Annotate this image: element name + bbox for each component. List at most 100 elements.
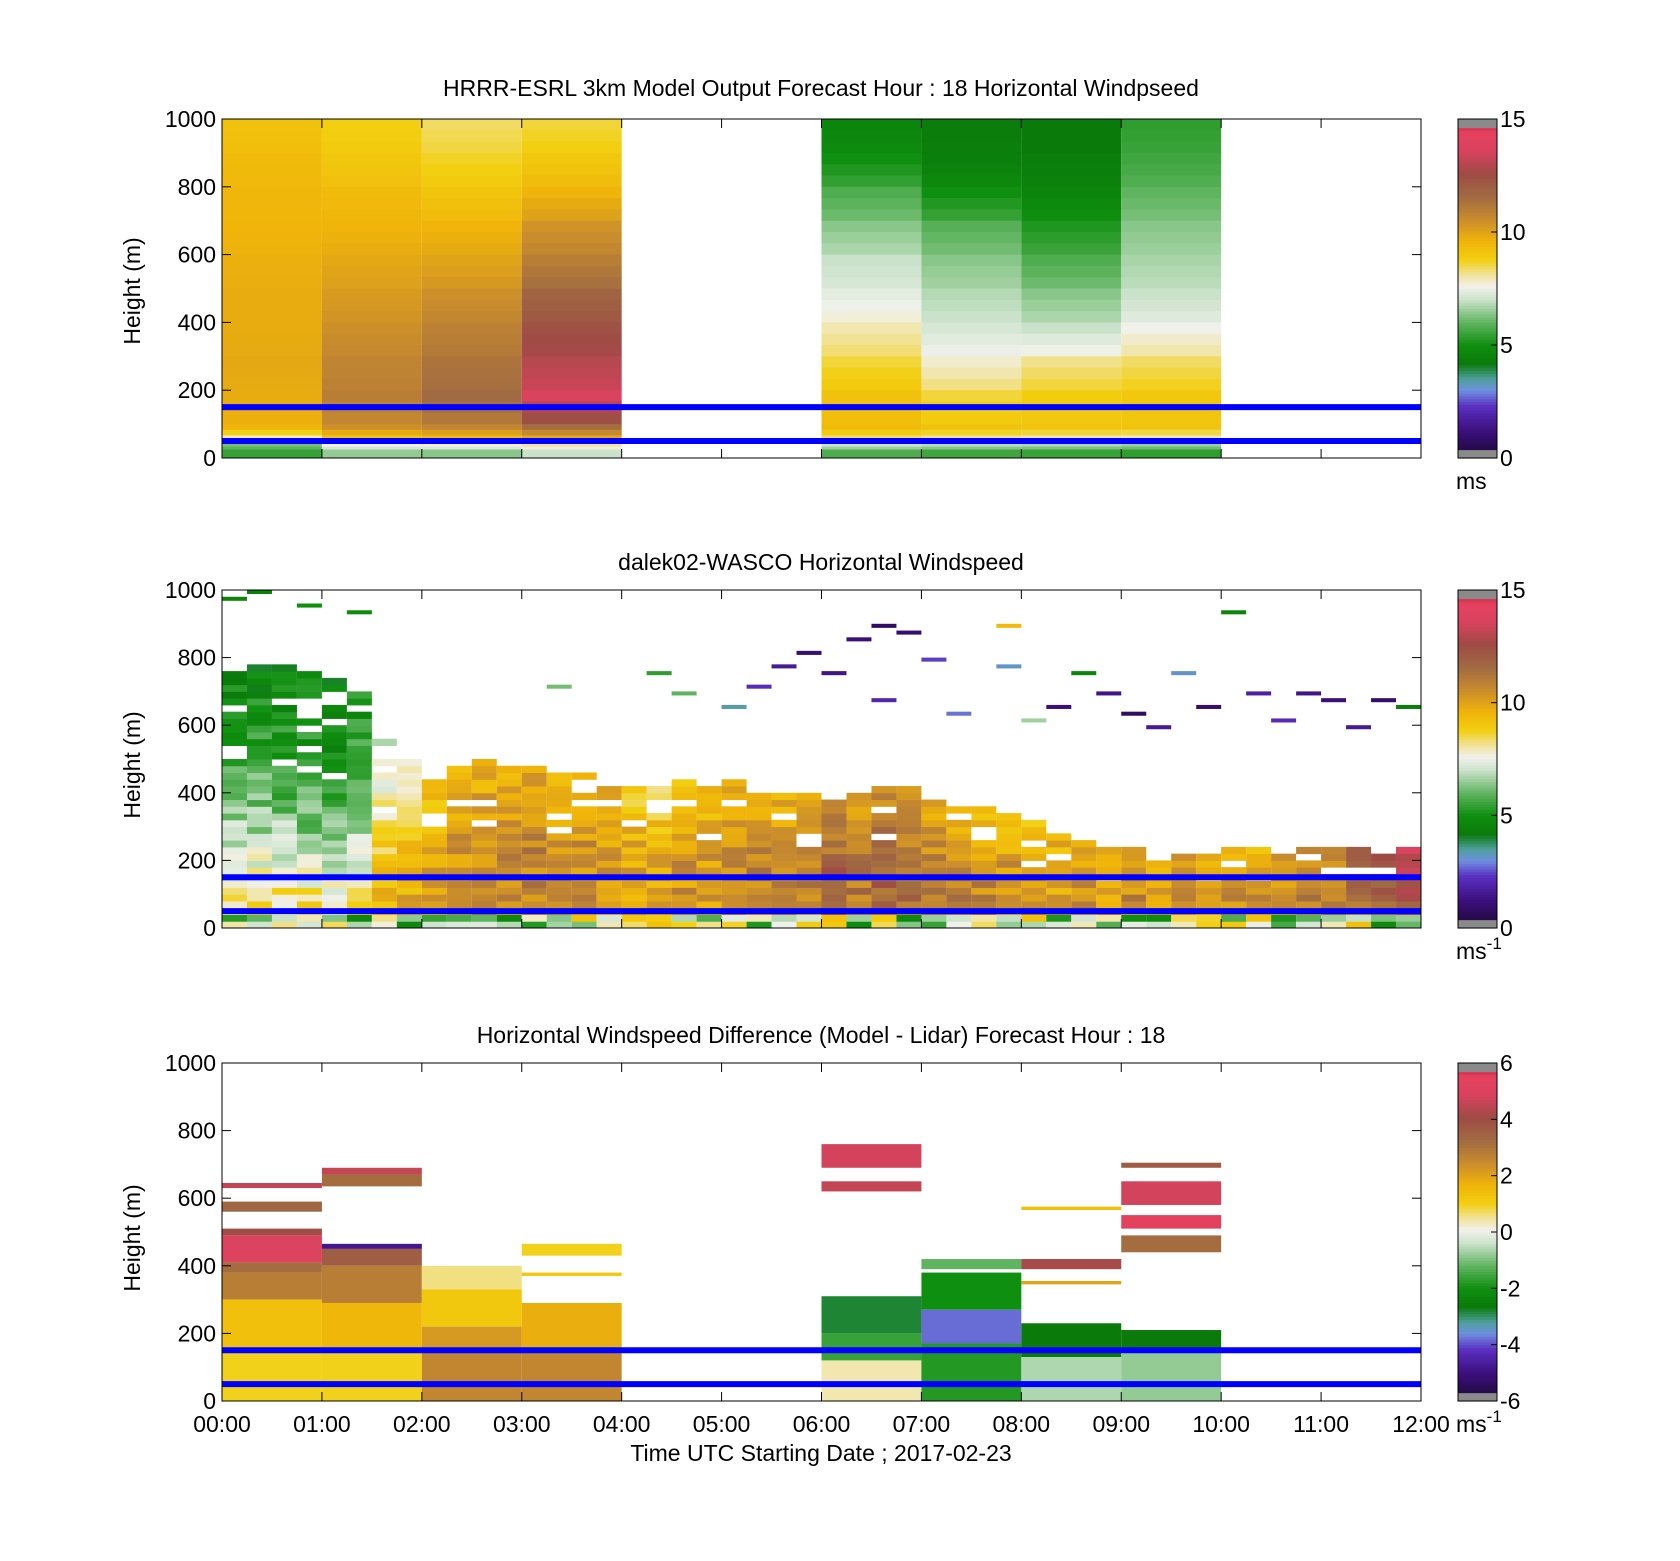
heatmap-cell — [746, 819, 772, 828]
heatmap-cell — [1021, 232, 1122, 244]
colorbar-segment — [1458, 333, 1497, 338]
heatmap-cell — [921, 254, 1022, 267]
heatmap-cell — [846, 840, 872, 848]
heatmap-cell — [271, 772, 297, 780]
heatmap-cell — [921, 333, 1022, 346]
colorbar-segment — [1458, 181, 1497, 185]
heatmap-cell — [521, 914, 547, 922]
heatmap-cell — [421, 243, 522, 256]
heatmap-cell — [846, 880, 872, 888]
heatmap-cell — [521, 429, 622, 436]
heatmap-cell — [421, 455, 522, 459]
heatmap-cell — [1021, 164, 1122, 176]
heatmap-cell — [521, 198, 622, 210]
heatmap-cell — [321, 311, 422, 323]
colorbar-segment — [1458, 832, 1497, 836]
heatmap-cell — [771, 806, 797, 814]
colorbar-segment — [1458, 1355, 1497, 1360]
y-tick-label: 1000 — [165, 1050, 216, 1076]
heatmap-cell — [246, 819, 272, 828]
colorbar-segment — [1458, 1319, 1497, 1323]
heatmap-cell — [646, 887, 672, 895]
heatmap-cell — [222, 429, 322, 436]
heatmap-cell — [996, 826, 1022, 834]
panel-difference: Horizontal Windspeed Difference (Model -… — [119, 1022, 1521, 1466]
colorbar-segment — [1458, 863, 1497, 867]
heatmap-cell — [621, 914, 647, 922]
heatmap-cell — [1021, 299, 1122, 312]
heatmap-cell — [1021, 209, 1122, 222]
panel-lidar-ylabel: Height (m) — [119, 711, 145, 818]
colorbar-segment — [1458, 229, 1497, 233]
heatmap-cell — [821, 130, 922, 143]
heatmap-cell — [1221, 887, 1247, 895]
heatmap-cell — [671, 779, 697, 787]
heatmap-cell — [796, 846, 822, 855]
colorbar-segment — [1458, 1124, 1497, 1129]
heatmap-cell — [521, 826, 547, 834]
heatmap-cell — [321, 141, 422, 154]
heatmap-cell — [871, 921, 897, 929]
heatmap-cell — [521, 765, 547, 774]
heatmap-cell — [696, 806, 722, 814]
heatmap-cell — [521, 356, 622, 369]
heatmap-cell — [446, 921, 472, 929]
heatmap-cell — [521, 164, 622, 176]
colorbar-segment — [1458, 1085, 1497, 1089]
heatmap-cell — [396, 840, 422, 848]
heatmap-cell — [1171, 860, 1197, 868]
heatmap-cell — [222, 826, 247, 834]
heatmap-cell — [346, 880, 372, 888]
colorbar-tick-label: -2 — [1500, 1275, 1520, 1301]
heatmap-cell — [371, 894, 397, 902]
heatmap-cell — [1396, 853, 1421, 861]
heatmap-cell — [296, 799, 322, 807]
colorbar-segment — [1458, 350, 1497, 355]
heatmap-cell — [296, 718, 322, 726]
heatmap-cell — [996, 840, 1022, 848]
heatmap-cell — [646, 853, 672, 861]
colorbar-segment — [1458, 775, 1497, 780]
heatmap-cell — [346, 738, 372, 746]
colorbar-segment — [1458, 660, 1497, 664]
colorbar-tick-label: 0 — [1500, 915, 1513, 941]
heatmap-cell — [571, 819, 597, 828]
heatmap-cell — [421, 779, 447, 787]
heatmap-cell — [596, 840, 622, 848]
heatmap-cell — [671, 853, 697, 861]
heatmap-cell — [471, 779, 497, 787]
colorbar-segment — [1458, 353, 1497, 357]
heatmap-cell — [346, 887, 372, 895]
heatmap-cell — [222, 806, 247, 814]
heatmap-cell — [1121, 1162, 1222, 1168]
heatmap-cell — [621, 900, 647, 909]
heatmap-cell — [321, 860, 347, 868]
heatmap-cell — [321, 152, 422, 165]
colorbar-segment — [1458, 1358, 1497, 1363]
heatmap-cell — [771, 840, 797, 848]
colorbar-segment — [1458, 620, 1497, 625]
heatmap-cell — [246, 792, 272, 801]
colorbar-segment — [1458, 756, 1497, 760]
heatmap-cell — [1021, 1206, 1122, 1211]
heatmap-cell — [1296, 867, 1322, 875]
heatmap-cell — [821, 243, 922, 256]
heatmap-cell — [821, 299, 922, 312]
heatmap-cell — [521, 1272, 622, 1276]
heatmap-cell — [271, 738, 297, 746]
heatmap-cell — [246, 799, 272, 807]
heatmap-cell — [1121, 449, 1222, 453]
heatmap-cell — [1271, 900, 1297, 909]
heatmap-cell — [222, 1350, 322, 1401]
heatmap-cell — [921, 345, 1022, 357]
colorbar-segment — [1458, 387, 1497, 391]
colorbar-segment — [1458, 1150, 1497, 1154]
heatmap-cell — [1121, 867, 1147, 875]
colorbar-segment — [1458, 744, 1497, 749]
heatmap-cell — [1046, 860, 1072, 868]
heatmap-cell — [921, 311, 1022, 323]
heatmap-cell — [246, 765, 272, 774]
heatmap-cell — [871, 840, 897, 848]
heatmap-cell — [296, 833, 322, 841]
